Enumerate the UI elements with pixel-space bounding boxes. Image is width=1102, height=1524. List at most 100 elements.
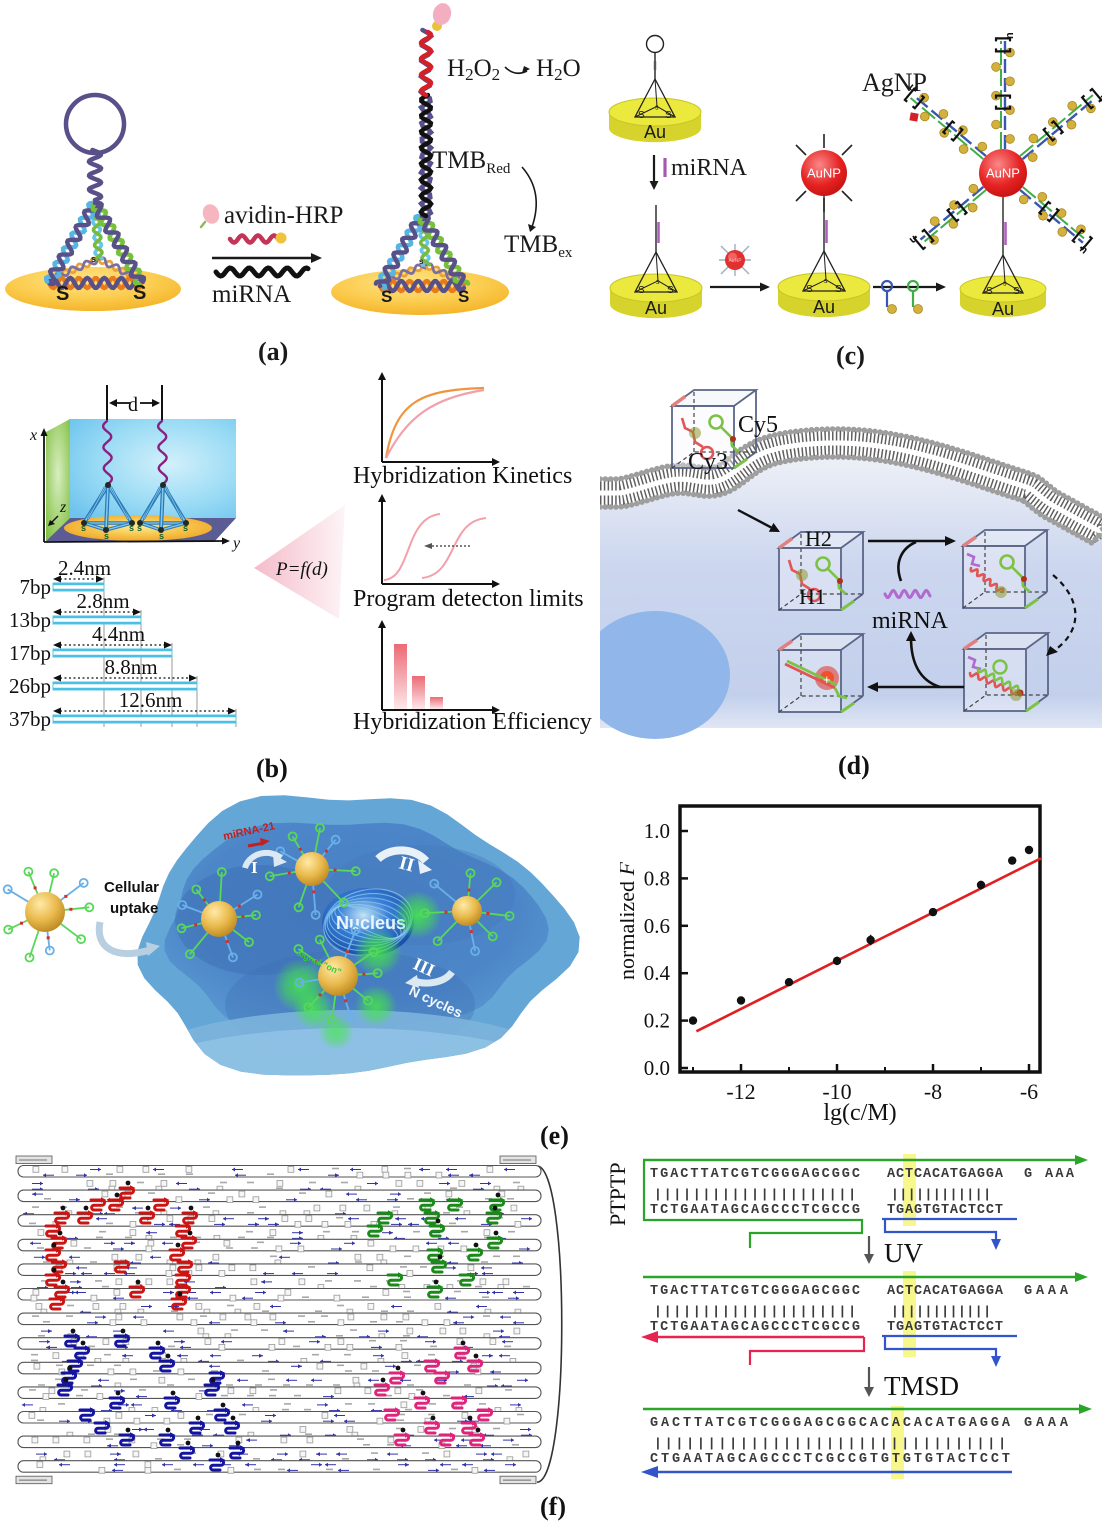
svg-text:AgNP: AgNP <box>862 68 927 97</box>
svg-text:TMBRed: TMBRed <box>432 147 511 177</box>
svg-text:S: S <box>133 282 146 304</box>
svg-text:0.2: 0.2 <box>644 1009 670 1033</box>
svg-text:CTGAATAGCAGCCCTCGCCGTGTGTGTACT: CTGAATAGCAGCCCTCGCCGTGTGTGTACTCCT <box>650 1452 1010 1467</box>
svg-text:Nucleus: Nucleus <box>336 913 406 933</box>
svg-text:(c): (c) <box>836 341 865 370</box>
svg-text:GACTTATCGTCGGGAGCGGCACACACATGA: GACTTATCGTCGGGAGCGGCACACACATGAGGA <box>650 1416 1011 1431</box>
svg-text:x: x <box>29 427 37 444</box>
svg-text:n: n <box>1004 32 1016 39</box>
svg-text:-10: -10 <box>822 1079 851 1104</box>
svg-text:||||||||||||: |||||||||||| <box>891 1304 991 1319</box>
svg-text:Cy3: Cy3 <box>688 449 728 475</box>
svg-text:Program detecton limits: Program detecton limits <box>353 586 584 612</box>
svg-text:S: S <box>56 283 69 305</box>
svg-text:AuNP: AuNP <box>807 166 841 181</box>
svg-text:Hybridization Kinetics: Hybridization Kinetics <box>353 463 572 489</box>
svg-text:S: S <box>667 285 674 296</box>
svg-text:S: S <box>665 110 672 121</box>
svg-text:avidin-HRP: avidin-HRP <box>224 202 343 229</box>
svg-text:AuNP: AuNP <box>986 166 1020 181</box>
svg-text:GAAA: GAAA <box>1024 1416 1069 1431</box>
svg-text:||||||||||||: |||||||||||| <box>891 1187 991 1202</box>
svg-text:ACTCACATGAGGA: ACTCACATGAGGA <box>887 1167 1004 1182</box>
svg-text:0.8: 0.8 <box>644 866 670 890</box>
svg-text:12.6nm: 12.6nm <box>119 688 183 712</box>
svg-text:-8: -8 <box>924 1079 942 1104</box>
svg-text:s: s <box>1003 280 1007 287</box>
svg-text:S: S <box>986 286 993 297</box>
svg-text:Au: Au <box>992 299 1014 319</box>
svg-text:s: s <box>419 257 424 266</box>
svg-text:s: s <box>655 104 659 111</box>
svg-text:n: n <box>907 233 920 247</box>
svg-text:0.4: 0.4 <box>644 961 671 985</box>
svg-text:G AAA: G AAA <box>1024 1167 1075 1182</box>
svg-text:2.4nm: 2.4nm <box>58 556 111 580</box>
svg-text:s: s <box>129 523 134 533</box>
svg-text:S: S <box>806 284 813 295</box>
svg-text:n: n <box>1077 243 1090 257</box>
svg-text:s: s <box>183 523 188 533</box>
svg-text:I: I <box>251 858 258 877</box>
svg-text:0.0: 0.0 <box>644 1056 670 1080</box>
svg-text:uptake: uptake <box>110 900 158 917</box>
svg-text:ACTCACATGAGGA: ACTCACATGAGGA <box>887 1284 1004 1299</box>
svg-text:13bp: 13bp <box>9 608 51 632</box>
svg-text:-6: -6 <box>1020 1079 1038 1104</box>
svg-text:|||||||||||||||||||||: ||||||||||||||||||||| <box>654 1187 856 1202</box>
svg-text:Au: Au <box>813 297 835 317</box>
svg-text:TCTGAATAGCAGCCCTCGCCG: TCTGAATAGCAGCCCTCGCCG <box>650 1203 860 1218</box>
svg-text:s: s <box>104 531 109 541</box>
svg-text:s: s <box>81 523 86 533</box>
svg-text:TGAGTGTACTCCT: TGAGTGTACTCCT <box>887 1320 1003 1335</box>
svg-text:UV: UV <box>884 1238 923 1268</box>
svg-text:(a): (a) <box>258 337 288 366</box>
svg-text:Cy5: Cy5 <box>738 412 778 438</box>
svg-text:H2O2: H2O2 <box>447 55 500 84</box>
svg-text:1.0: 1.0 <box>644 819 670 843</box>
svg-text:TCTGAATAGCAGCCCTCGCCG: TCTGAATAGCAGCCCTCGCCG <box>650 1320 860 1335</box>
svg-text:H2O: H2O <box>536 55 581 84</box>
svg-text:z: z <box>59 499 67 516</box>
svg-text:H1: H1 <box>799 584 826 609</box>
svg-text:+: + <box>823 672 831 687</box>
svg-text:S: S <box>638 110 645 121</box>
svg-text:(f): (f) <box>540 1492 566 1521</box>
svg-text:Au: Au <box>645 298 667 318</box>
svg-text:S: S <box>458 287 469 306</box>
svg-text:(b): (b) <box>256 754 288 783</box>
svg-text:s: s <box>91 254 96 264</box>
svg-text:PTPTP: PTPTP <box>605 1162 630 1226</box>
svg-text:S: S <box>835 284 842 295</box>
svg-text:II: II <box>397 853 417 877</box>
svg-text:||||||||||||||||||||||||||||||: ||||||||||||||||||||||||||||||||| <box>654 1436 1006 1451</box>
svg-text:Au: Au <box>644 122 666 142</box>
svg-text:26bp: 26bp <box>9 674 51 698</box>
svg-text:d: d <box>128 394 138 416</box>
svg-text:0.6: 0.6 <box>644 914 670 938</box>
svg-text:miRNA: miRNA <box>872 608 949 634</box>
svg-text:17bp: 17bp <box>9 641 51 665</box>
svg-text:TGACTTATCGTCGGGAGCGGC: TGACTTATCGTCGGGAGCGGC <box>650 1284 860 1299</box>
svg-text:TMSD: TMSD <box>884 1371 959 1401</box>
svg-text:TGACTTATCGTCGGGAGCGGC: TGACTTATCGTCGGGAGCGGC <box>650 1167 860 1182</box>
svg-text:4.4nm: 4.4nm <box>92 622 145 646</box>
svg-text:37bp: 37bp <box>9 707 51 731</box>
svg-text:s: s <box>656 279 660 286</box>
svg-text:s: s <box>137 523 142 533</box>
svg-text:normalized F: normalized F <box>620 862 639 980</box>
svg-text:8.8nm: 8.8nm <box>104 655 157 679</box>
svg-text:n: n <box>1096 92 1102 106</box>
svg-text:-12: -12 <box>726 1079 755 1104</box>
svg-text:miRNA: miRNA <box>671 155 748 181</box>
svg-text:s: s <box>824 278 828 285</box>
svg-text:Hybridization Efficiency: Hybridization Efficiency <box>353 709 592 735</box>
svg-text:s: s <box>159 531 164 541</box>
svg-text:TGAGTGTACTCCT: TGAGTGTACTCCT <box>887 1203 1003 1218</box>
svg-text:(d): (d) <box>838 751 870 780</box>
svg-text:S: S <box>1013 286 1020 297</box>
svg-text:TMBex: TMBex <box>504 231 573 261</box>
svg-text:miRNA: miRNA <box>212 281 291 308</box>
svg-text:GAAA: GAAA <box>1024 1284 1069 1299</box>
svg-text:S: S <box>381 287 392 306</box>
